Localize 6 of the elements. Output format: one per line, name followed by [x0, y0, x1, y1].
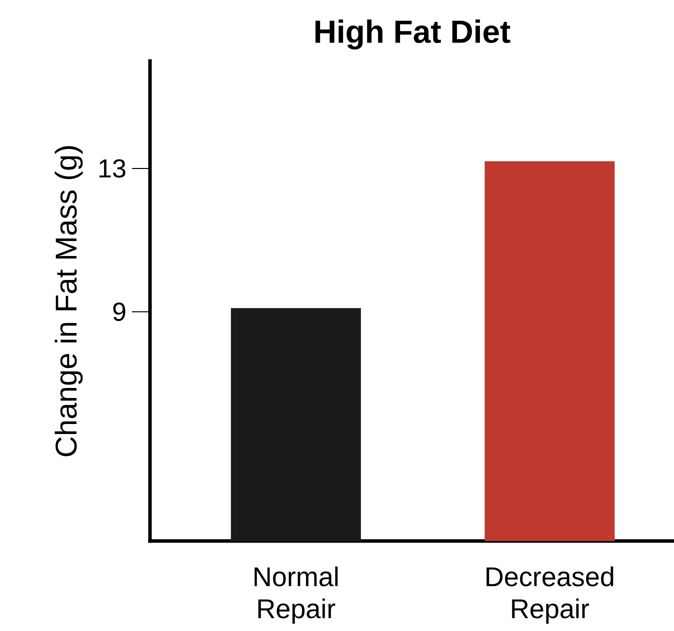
x-tick-label: Decreased Repair: [486, 566, 614, 624]
x-tick-label: Normal Repair: [254, 566, 338, 624]
chart-title: High Fat Diet: [315, 20, 510, 50]
y-tick-label: 9: [113, 302, 126, 321]
y-axis-title: Change in Fat Mass (g): [54, 146, 83, 456]
y-tick-label: 13: [100, 159, 126, 178]
